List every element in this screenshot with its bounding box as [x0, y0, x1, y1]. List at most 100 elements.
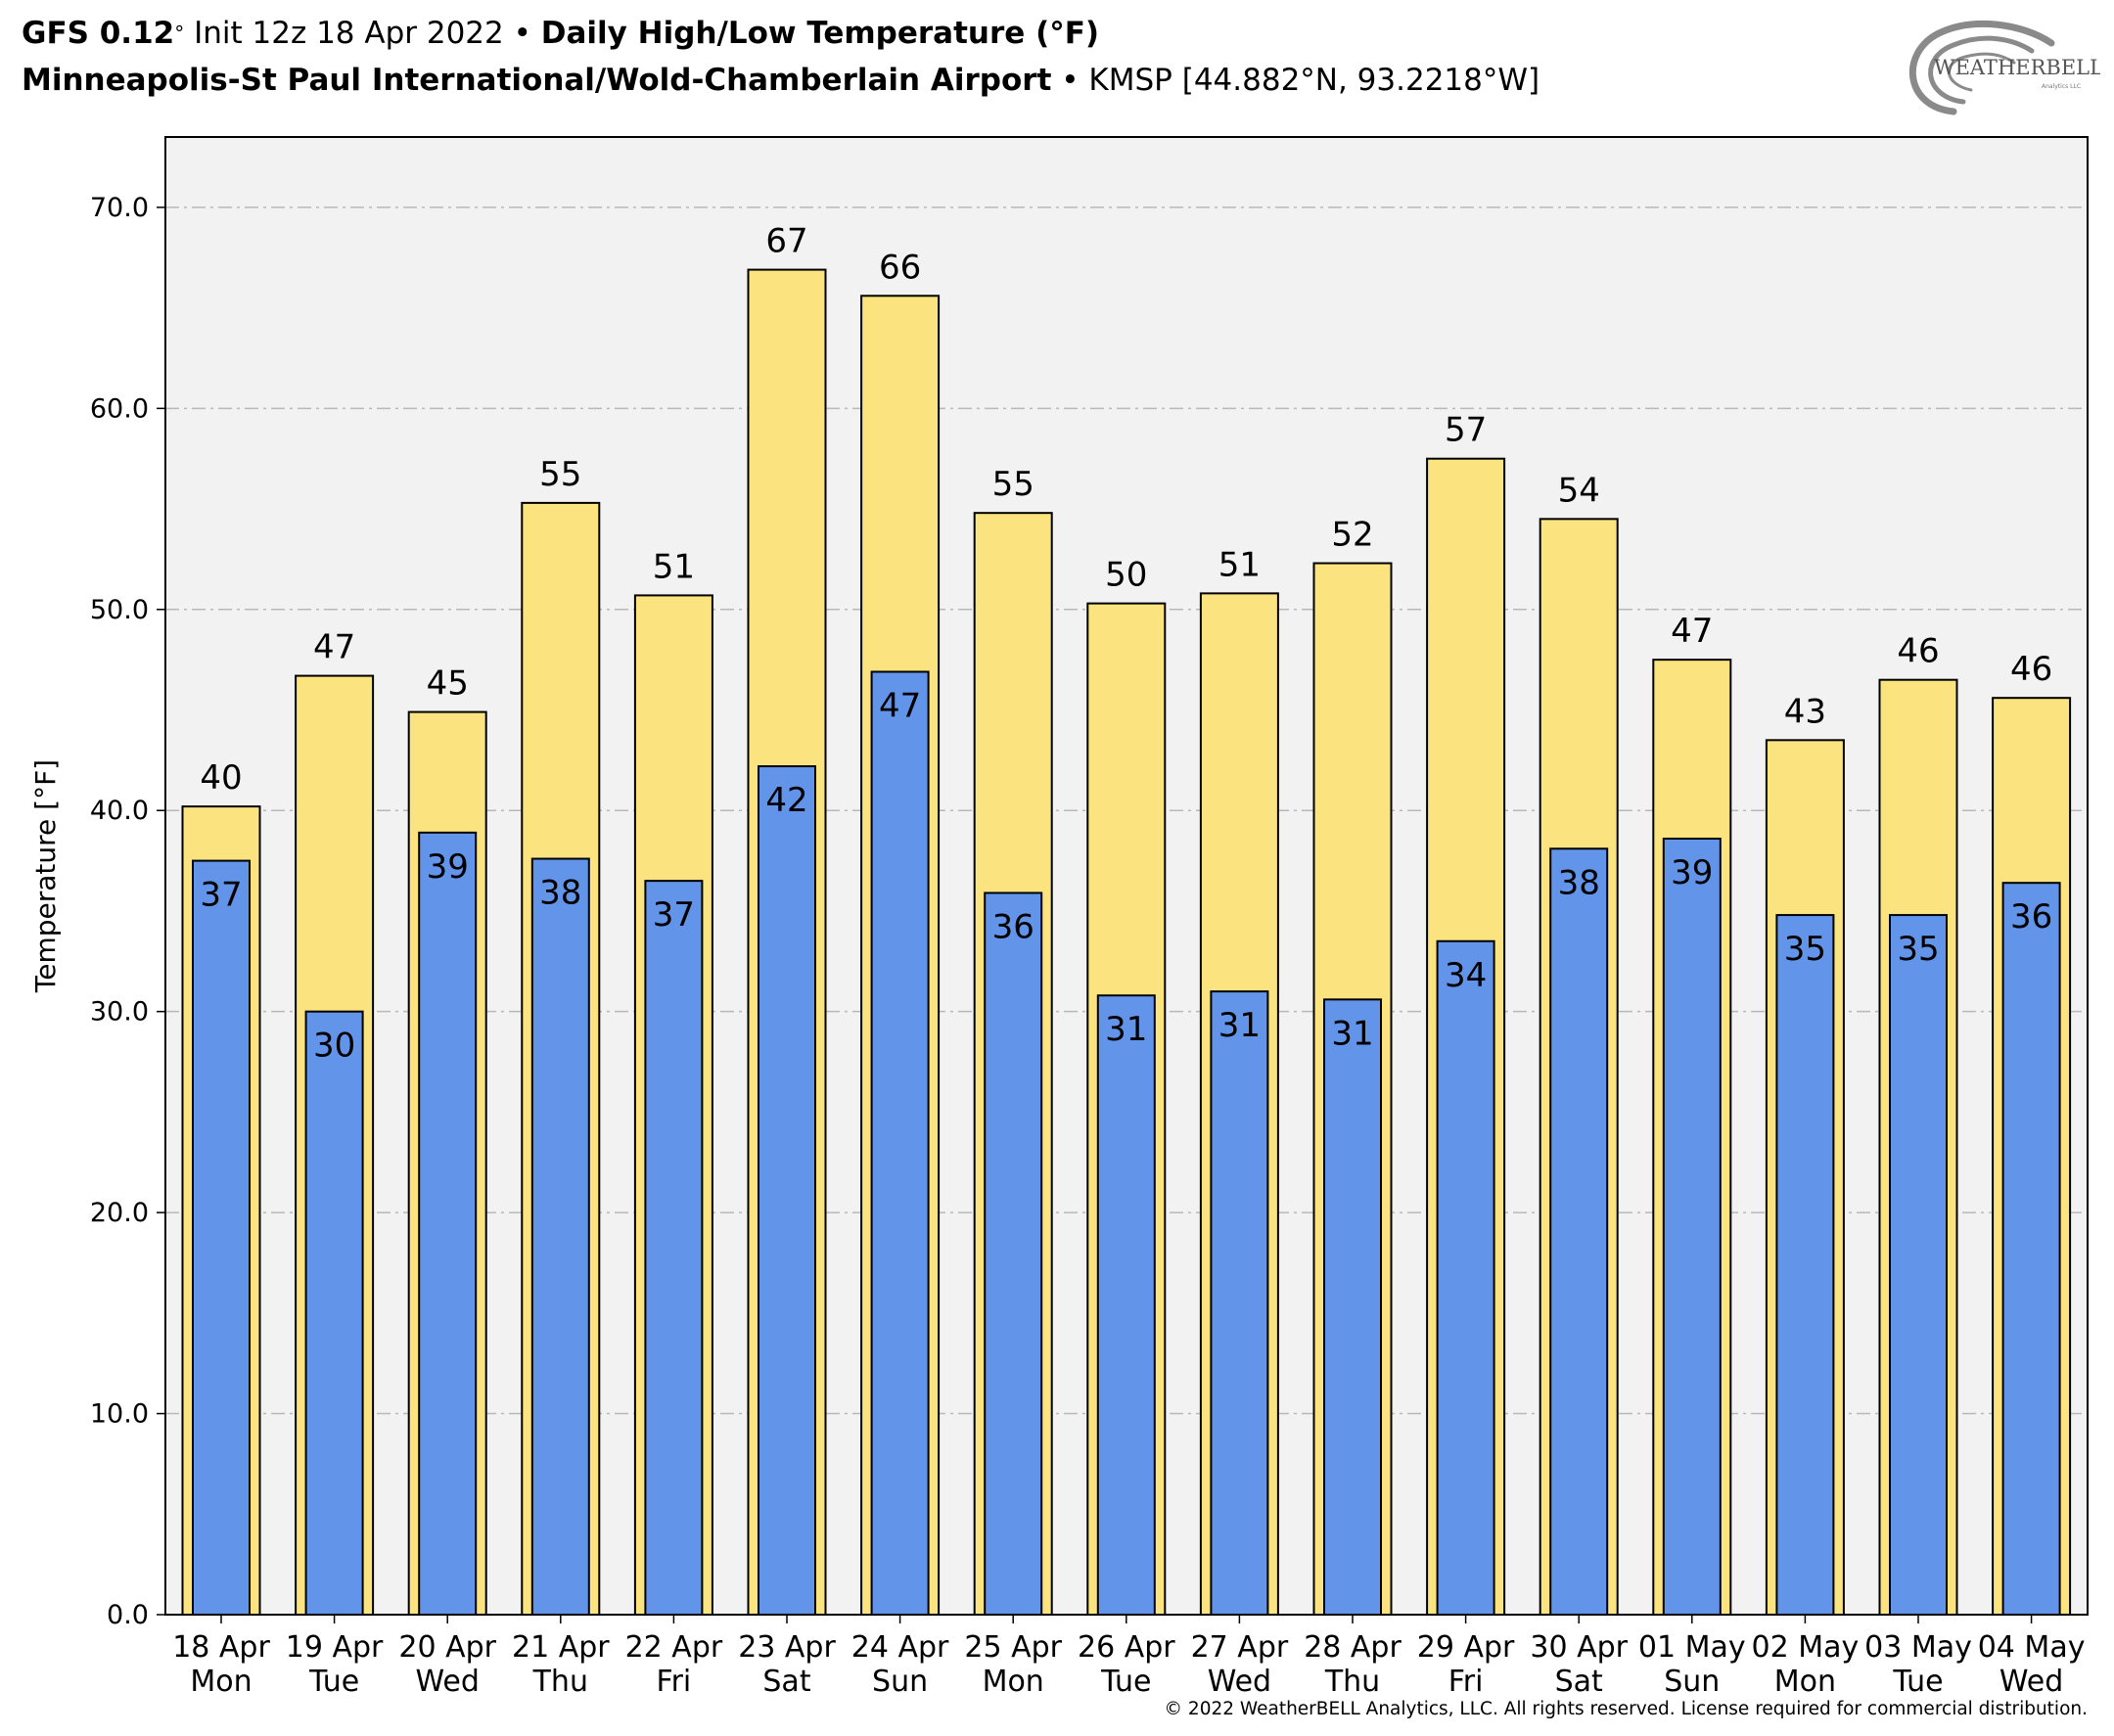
low-bar — [1662, 837, 1722, 1616]
y-tick-label: 40.0 — [90, 796, 149, 826]
title-line-2: Minneapolis-St Paul International/Wold-C… — [22, 57, 1540, 104]
low-bar — [870, 670, 930, 1616]
high-value-label: 46 — [1897, 632, 1939, 671]
plot-area: 0.0 10.0 20.0 30.0 40.0 50.0 60.0 70.0 Temperatu… — [29, 136, 2089, 1699]
x-tick-label-day: Tue — [1100, 1665, 1151, 1699]
low-bar — [1436, 939, 1495, 1616]
x-tick-label-date: 20 Apr — [398, 1630, 496, 1665]
high-value-label: 54 — [1558, 471, 1600, 510]
low-bar — [418, 831, 478, 1616]
x-tick-label-date: 30 Apr — [1530, 1630, 1628, 1665]
x-tick-label-day: Wed — [1999, 1665, 2063, 1699]
x-tick-label-day: Sat — [762, 1665, 810, 1699]
station-name: Minneapolis-St Paul International/Wold-C… — [22, 63, 1052, 98]
low-value-label: 39 — [1671, 853, 1713, 892]
x-tick-label-day: Fri — [657, 1665, 692, 1699]
y-tick-label: 70.0 — [90, 193, 149, 223]
x-tick-label-date: 21 Apr — [512, 1630, 610, 1665]
low-value-label: 34 — [1445, 956, 1487, 995]
x-tick-label-date: 24 Apr — [851, 1630, 949, 1665]
low-bar — [758, 765, 816, 1616]
x-tick-label-date: 28 Apr — [1304, 1630, 1402, 1665]
x-tick-label-day: Wed — [415, 1665, 479, 1699]
separator-dot: • — [513, 16, 531, 51]
model-name: GFS 0.12 — [22, 16, 175, 51]
high-value-label: 66 — [879, 248, 921, 287]
x-tick-label-day: Sun — [872, 1665, 928, 1699]
x-tick-label-date: 02 May — [1752, 1630, 1860, 1665]
high-value-label: 55 — [992, 465, 1034, 504]
low-bar — [984, 891, 1043, 1616]
y-axis-label: Temperature [°F] — [29, 759, 62, 993]
high-value-label: 47 — [313, 628, 355, 667]
copyright-notice: © 2022 WeatherBELL Analytics, LLC. All r… — [1164, 1699, 2088, 1719]
x-tick-label-date: 04 May — [1978, 1630, 2086, 1665]
plot-frame — [164, 136, 2089, 1616]
y-tick-label: 60.0 — [90, 393, 149, 424]
low-bar — [530, 857, 590, 1616]
high-value-label: 67 — [765, 222, 807, 261]
high-value-label: 51 — [653, 547, 695, 586]
x-tick-label-date: 26 Apr — [1078, 1630, 1175, 1665]
low-bar — [1775, 914, 1835, 1616]
x-tick-label-date: 22 Apr — [625, 1630, 723, 1665]
high-value-label: 45 — [427, 664, 469, 704]
low-value-label: 31 — [1105, 1010, 1147, 1049]
low-value-label: 39 — [427, 847, 469, 887]
low-bar — [1889, 914, 1948, 1616]
low-value-label: 37 — [200, 876, 242, 915]
high-value-label: 47 — [1671, 612, 1713, 651]
x-tick-label-day: Wed — [1208, 1665, 1271, 1699]
degree-mark: ° — [174, 22, 185, 45]
x-tick-label-date: 18 Apr — [172, 1630, 270, 1665]
x-tick-label-day: Mon — [1774, 1665, 1836, 1699]
high-value-label: 40 — [200, 758, 242, 798]
separator-dot: • — [1061, 63, 1080, 98]
x-tick-label-day: Mon — [190, 1665, 252, 1699]
low-value-label: 30 — [313, 1027, 355, 1066]
low-value-label: 42 — [765, 781, 807, 820]
low-bar — [2001, 882, 2061, 1616]
init-time: Init 12z 18 Apr 2022 — [194, 16, 504, 51]
x-tick-label-day: Sat — [1555, 1665, 1603, 1699]
low-bar — [192, 859, 251, 1616]
x-tick-label-day: Thu — [1324, 1665, 1380, 1699]
low-value-label: 35 — [1897, 930, 1939, 969]
low-bar — [1096, 994, 1156, 1616]
high-value-label: 43 — [1784, 692, 1826, 731]
low-bar — [1549, 847, 1609, 1616]
low-value-label: 37 — [653, 895, 695, 935]
weatherbell-logo: WEATHERBELL Analytics LLC — [1908, 20, 2100, 115]
x-tick-label-date: 29 Apr — [1417, 1630, 1515, 1665]
product-name: Daily High/Low Temperature (°F) — [540, 16, 1100, 51]
low-value-label: 36 — [2010, 897, 2052, 937]
x-tick-label-day: Tue — [1892, 1665, 1943, 1699]
low-value-label: 38 — [539, 874, 581, 913]
low-bar — [1210, 990, 1269, 1616]
title-line-1: GFS 0.12° Init 12z 18 Apr 2022 • Daily H… — [22, 10, 1540, 57]
high-value-label: 46 — [2010, 650, 2052, 689]
y-tick-label: 50.0 — [90, 595, 149, 625]
x-tick-label-day: Thu — [532, 1665, 588, 1699]
y-tick-label: 20.0 — [90, 1198, 149, 1228]
high-value-label: 57 — [1445, 411, 1487, 450]
x-tick-label-date: 19 Apr — [286, 1630, 384, 1665]
low-bar — [304, 1010, 364, 1616]
x-tick-label-date: 27 Apr — [1191, 1630, 1289, 1665]
y-tick-label: 30.0 — [90, 997, 149, 1028]
high-value-label: 52 — [1331, 516, 1373, 555]
high-value-label: 51 — [1218, 545, 1261, 584]
x-tick-label-day: Mon — [983, 1665, 1044, 1699]
x-tick-label-day: Fri — [1448, 1665, 1484, 1699]
y-tick-label: 0.0 — [107, 1600, 149, 1630]
low-value-label: 36 — [992, 907, 1034, 946]
low-bar — [1323, 998, 1382, 1616]
low-bar — [644, 880, 704, 1616]
low-value-label: 47 — [879, 686, 921, 725]
station-info: KMSP [44.882°N, 93.2218°W] — [1088, 63, 1540, 98]
x-tick-label-date: 03 May — [1864, 1630, 1972, 1665]
logo-text: WEATHERBELL — [1934, 56, 2100, 79]
x-tick-label-day: Sun — [1664, 1665, 1720, 1699]
low-value-label: 31 — [1218, 1006, 1261, 1045]
